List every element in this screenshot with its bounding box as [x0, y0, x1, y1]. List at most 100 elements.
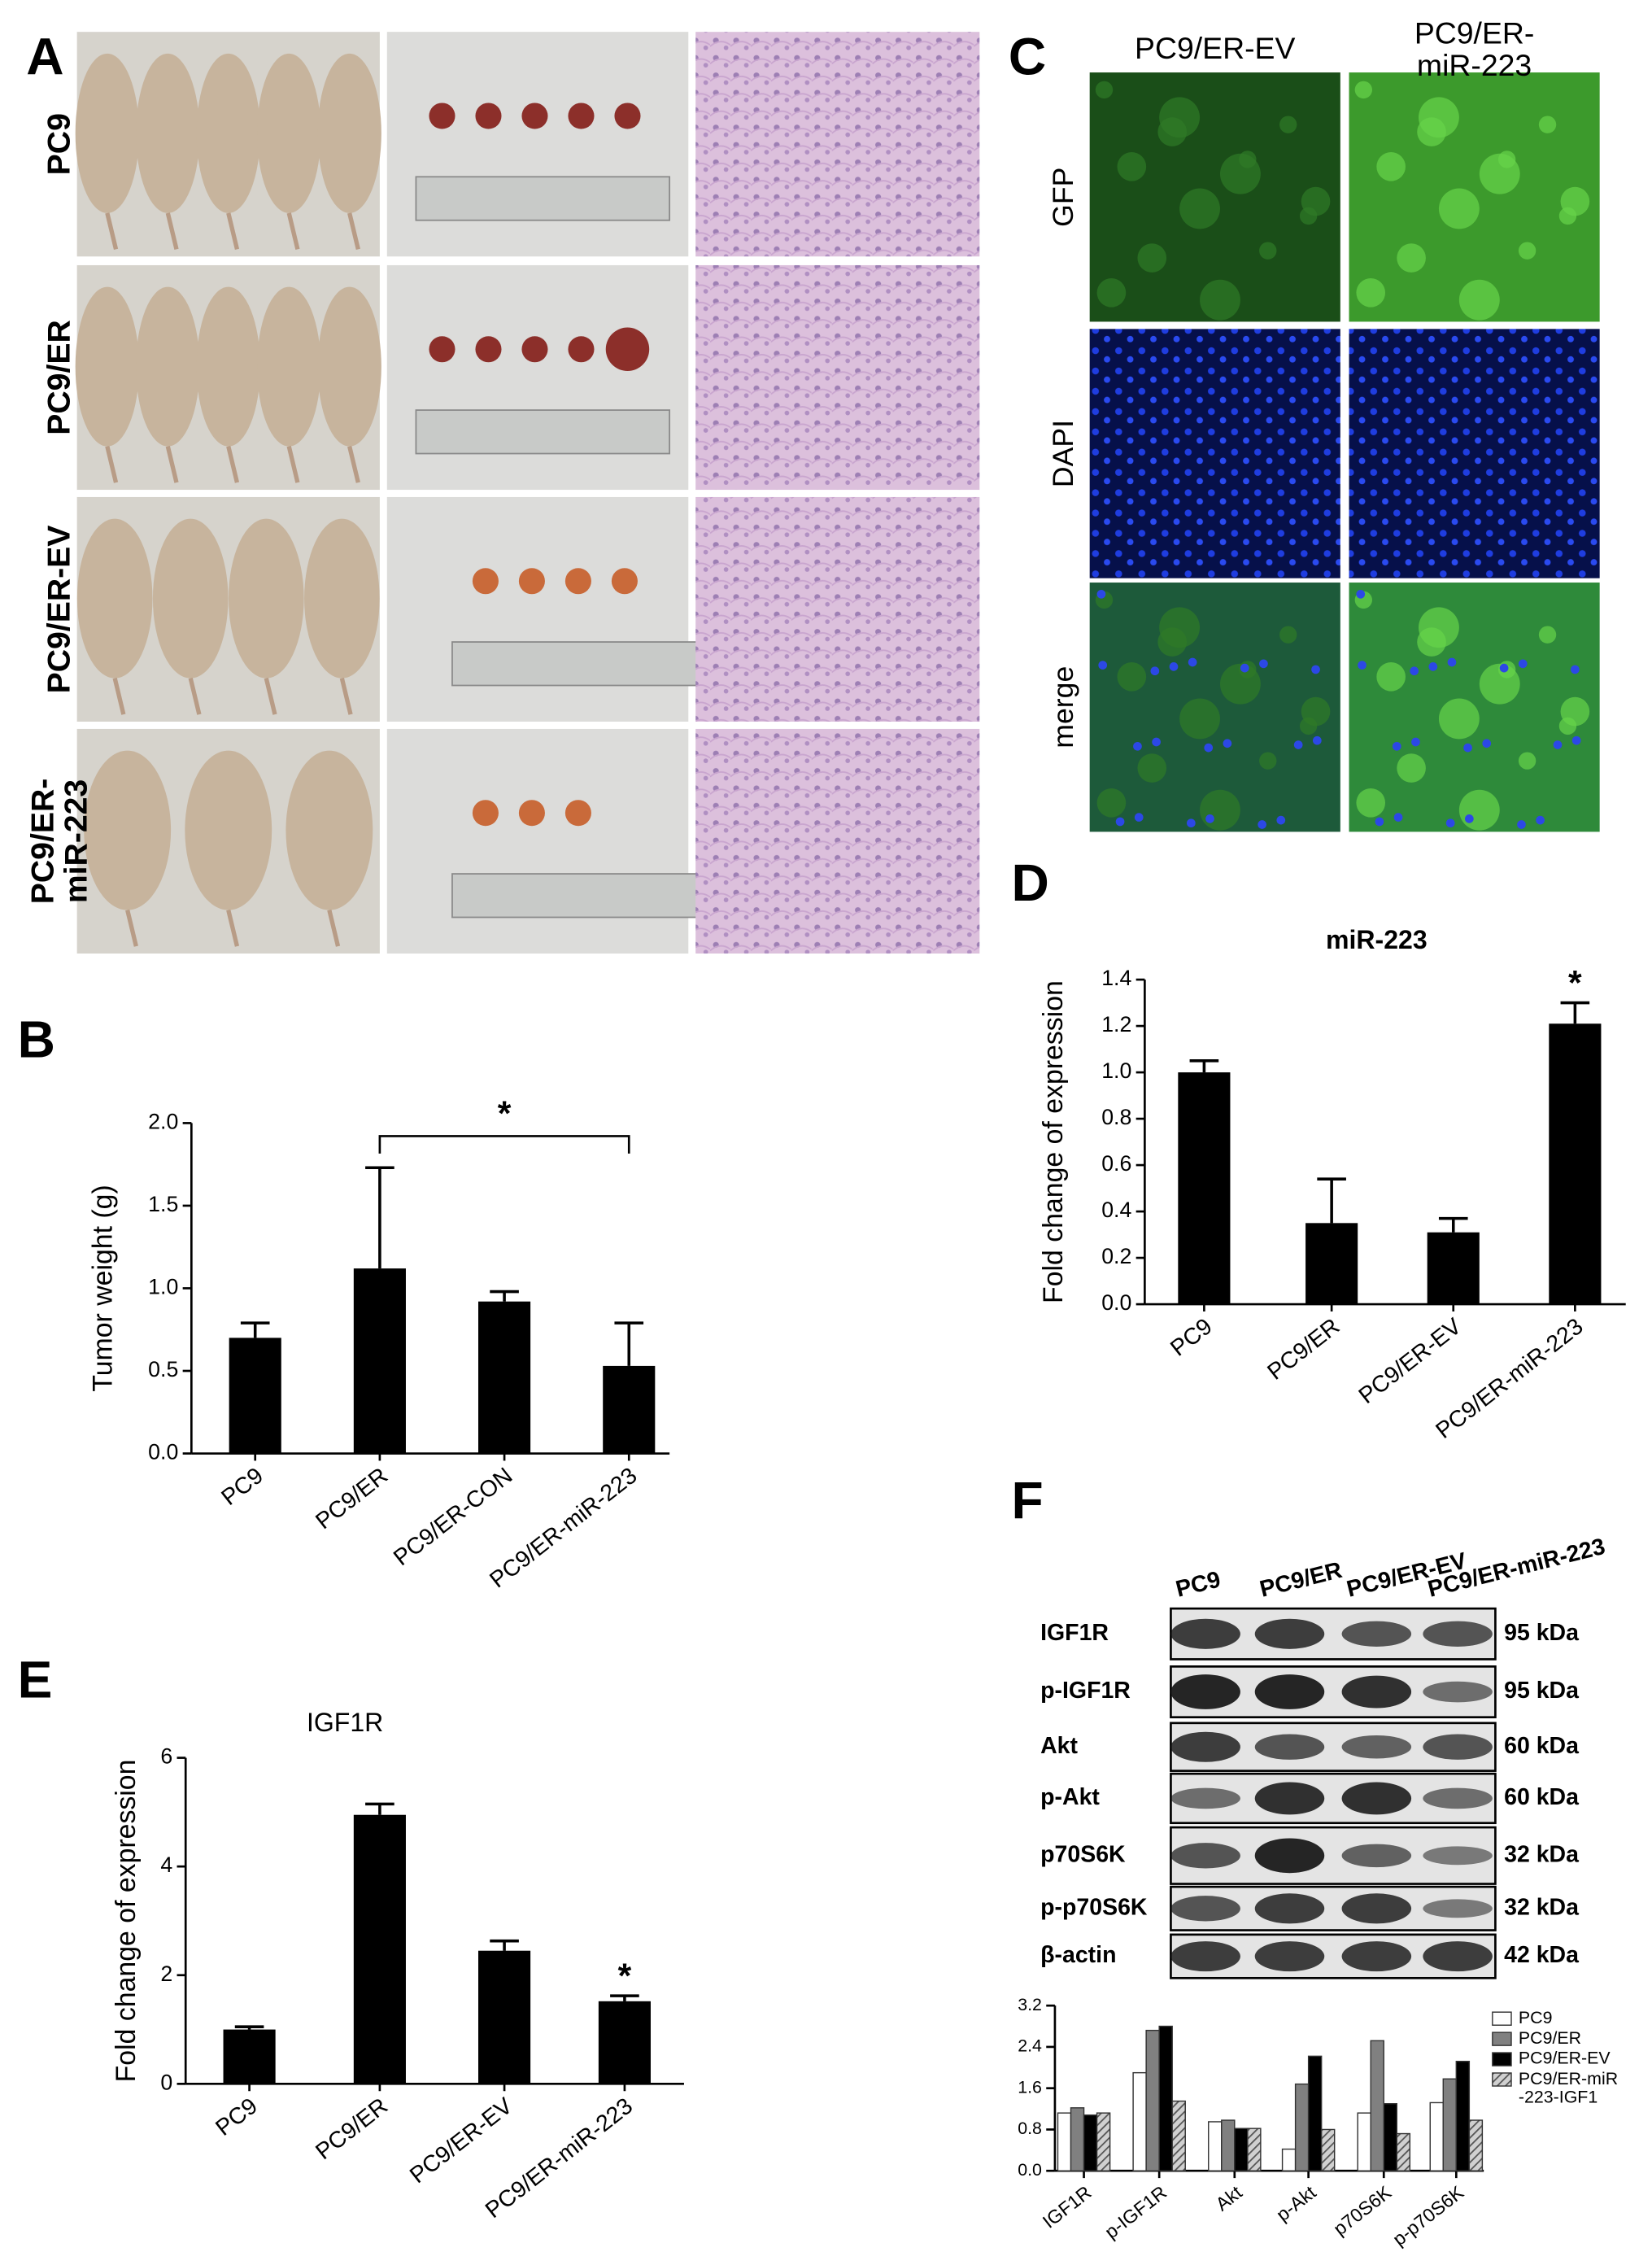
x-tick-label: PC9/ER-EV: [1354, 1313, 1467, 1409]
error-bar: [365, 1802, 394, 1815]
nucleus: [1447, 657, 1457, 667]
error-bar: [1317, 1177, 1346, 1224]
mouse-tail: [226, 212, 240, 250]
bar: [229, 1338, 281, 1454]
panel-label: B: [18, 1010, 55, 1068]
bar: [1320, 2128, 1336, 2171]
x-tick-label: p-p70S6K: [1388, 2181, 1468, 2250]
y-tick-label: 2.4: [1018, 2036, 1042, 2056]
annotation: *: [1568, 964, 1582, 1003]
nucleus: [1205, 814, 1214, 823]
bar: [1549, 1023, 1602, 1305]
panel-label: A: [26, 28, 63, 86]
fluorescence-spot: [1200, 789, 1240, 831]
tumor: [429, 103, 455, 129]
histology: [695, 728, 980, 954]
y-tick-label: 0.8: [1018, 2119, 1042, 2138]
blot-band: [1254, 1734, 1325, 1760]
blot-band: [1170, 1787, 1240, 1809]
nucleus: [1293, 740, 1303, 749]
blot-band: [1254, 1893, 1325, 1924]
nucleus: [1187, 818, 1196, 828]
protein-label: p-Akt: [1040, 1784, 1100, 1810]
bar: [1057, 2112, 1072, 2171]
legend-swatch: [1492, 2072, 1512, 2087]
error-bar: [1560, 1001, 1590, 1024]
blot-band: [1170, 1843, 1240, 1869]
nucleus: [1465, 814, 1474, 823]
nucleus: [1152, 737, 1161, 747]
mouse-shape: [136, 53, 200, 213]
x-tick-label: Akt: [1211, 2181, 1246, 2215]
x-tick-label: IGF1R: [1039, 2181, 1096, 2232]
nucleus: [1223, 739, 1232, 748]
mouse-shape: [136, 286, 200, 447]
bar: [1132, 2071, 1147, 2171]
bar: [1305, 1223, 1358, 1305]
blot-band: [1423, 1787, 1493, 1809]
ruler: [415, 409, 671, 455]
mouse-shape: [152, 518, 229, 679]
nucleus: [1358, 661, 1366, 670]
fluorescence-spot: [1095, 81, 1114, 99]
x-tick-label: PC9: [216, 1463, 268, 1511]
y-tick-label: 0.8: [1101, 1105, 1131, 1129]
size-label: 60 kDa: [1504, 1733, 1580, 1759]
tumor: [611, 568, 638, 595]
error-bar: [365, 1166, 394, 1269]
size-label: 95 kDa: [1504, 1678, 1580, 1704]
blot-band: [1423, 1899, 1493, 1918]
size-label: 32 kDa: [1504, 1841, 1580, 1867]
mouse-tail: [165, 445, 179, 483]
bar: [1158, 2025, 1173, 2171]
nucleus: [1411, 737, 1420, 747]
mouse-tail: [347, 212, 360, 250]
row-label: PC9/ER-miR-223: [26, 779, 94, 905]
nucleus: [1259, 659, 1268, 669]
fluorescence-spot: [1356, 277, 1386, 308]
nucleus: [1096, 589, 1106, 599]
fluorescence-spot: [1438, 698, 1480, 740]
panel-label: C: [1009, 28, 1046, 86]
panel-label: E: [18, 1651, 53, 1709]
fluorescence-spot: [1356, 788, 1386, 818]
bar: [1083, 2114, 1098, 2171]
x-tick-label: PC9/ER: [1262, 1313, 1345, 1386]
tumor: [521, 336, 548, 363]
fluorescence-spot: [1239, 151, 1257, 168]
protein-label: p-IGF1R: [1040, 1678, 1131, 1704]
x-tick-label: p-IGF1R: [1101, 2181, 1170, 2242]
mouse-shape: [196, 53, 260, 213]
y-tick-label: 2.0: [148, 1109, 178, 1133]
mouse-tail: [347, 445, 360, 483]
ruler: [451, 873, 707, 919]
mouse-tail: [188, 677, 202, 715]
bar: [1171, 2100, 1186, 2171]
nucleus: [1518, 659, 1528, 669]
blot-band: [1254, 1838, 1325, 1874]
lane-label: PC9: [1173, 1566, 1223, 1602]
fluorescence-spot: [1376, 152, 1406, 181]
tumor: [472, 800, 499, 827]
chart-title: IGF1R: [307, 1708, 383, 1737]
fluorescence-spot: [1397, 243, 1426, 273]
nucleus: [1240, 663, 1249, 673]
protein-label: β-actin: [1040, 1942, 1116, 1968]
bar: [1455, 2060, 1471, 2171]
tumor-photo: [386, 264, 689, 491]
bar: [1429, 2101, 1444, 2171]
mouse-tail: [105, 445, 119, 483]
protein-label: Akt: [1040, 1733, 1078, 1759]
x-tick-label: PC9: [1166, 1313, 1217, 1361]
nucleus: [1204, 743, 1214, 753]
tumor-photo: [386, 496, 689, 722]
nucleus: [1463, 743, 1472, 753]
fluorescence-spot: [1518, 242, 1536, 260]
bar: [1070, 2107, 1085, 2171]
fluorescence-spot: [1458, 279, 1500, 321]
x-tick-label: PC9/ER-EV: [405, 2093, 517, 2189]
nucleus: [1553, 740, 1563, 749]
tumor: [564, 568, 591, 595]
mouse-shape: [196, 286, 260, 447]
bar: [1221, 2119, 1236, 2171]
